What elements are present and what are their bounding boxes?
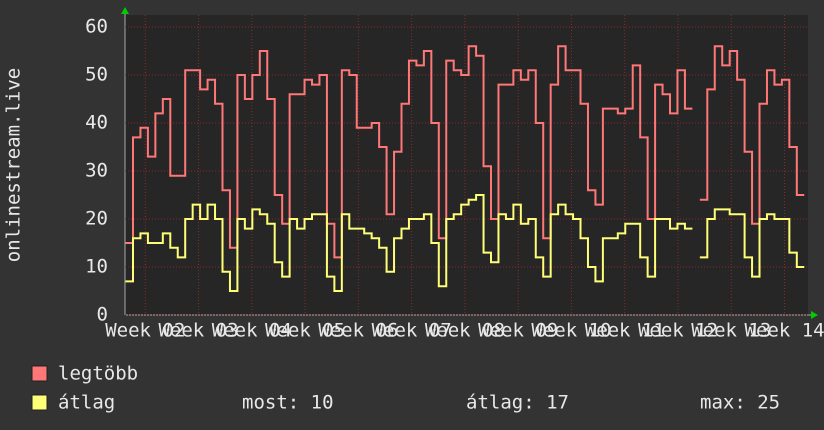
y-tick-label: 0 — [97, 304, 108, 326]
x-tick-label: Week 06 — [318, 320, 398, 342]
y-tick-label: 40 — [85, 112, 108, 134]
legend-label: legtöbb — [58, 363, 138, 385]
x-tick-label: Week 09 — [478, 320, 558, 342]
legend-stat: átlag: 17 — [466, 392, 569, 414]
legend-label: átlag — [58, 392, 115, 414]
series-line — [125, 45, 805, 259]
x-tick-label: Week 13 — [691, 320, 771, 342]
y-tick-label: 20 — [85, 208, 108, 230]
y-arrow — [121, 7, 129, 14]
y-axis-label: onlinestream.live — [3, 68, 25, 262]
x-tick-label: Week 04 — [212, 320, 292, 342]
x-tick-label: Week 05 — [265, 320, 345, 342]
x-tick-label: Week 02 — [105, 320, 185, 342]
x-tick-label: Week 11 — [585, 320, 665, 342]
legend-stat: max: 25 — [700, 392, 780, 414]
legend-swatch — [31, 394, 48, 411]
x-tick-label: Week 12 — [638, 320, 718, 342]
plot-area — [125, 15, 808, 315]
series-line — [125, 194, 805, 292]
x-tick-label: Week 03 — [158, 320, 238, 342]
x-tick-label: Week 08 — [425, 320, 505, 342]
legend-swatch — [31, 365, 48, 382]
x-tick-label: Week 07 — [372, 320, 452, 342]
x-arrow — [811, 311, 818, 319]
y-tick-label: 10 — [85, 256, 108, 278]
y-tick-label: 50 — [85, 64, 108, 86]
legend-stat: most: 10 — [242, 392, 334, 414]
y-tick-label: 30 — [85, 160, 108, 182]
y-tick-label: 60 — [85, 16, 108, 38]
x-tick-label: Week 10 — [531, 320, 611, 342]
x-tick-label: Week 14 — [745, 320, 824, 342]
